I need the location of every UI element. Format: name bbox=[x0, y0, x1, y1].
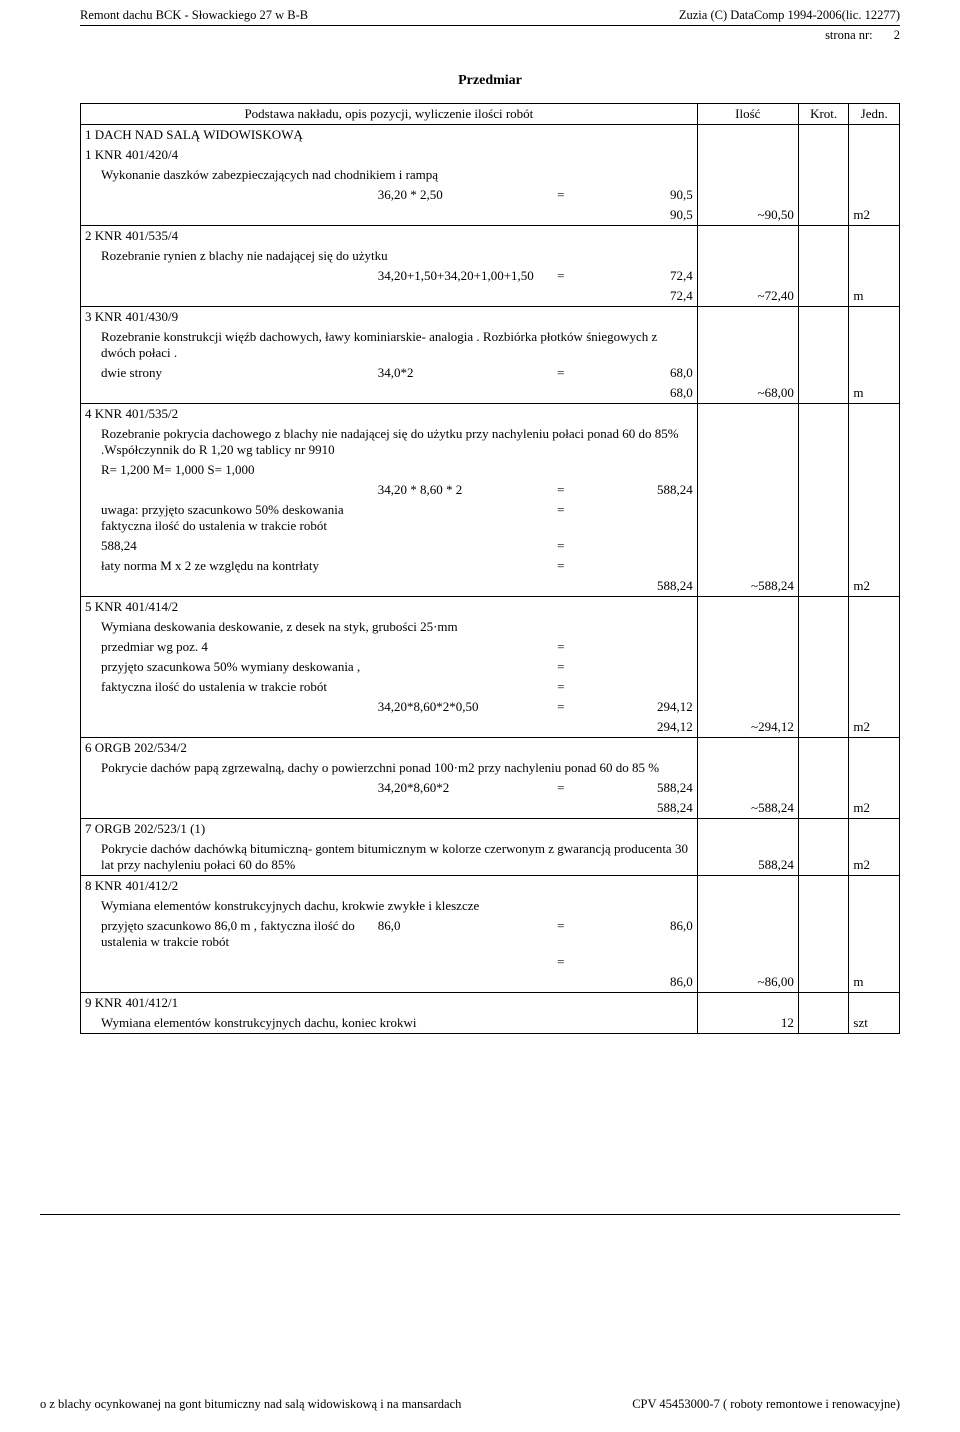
r3-l1-desc: dwie strony bbox=[81, 363, 374, 383]
r2-code: 2 KNR 401/535/4 bbox=[81, 226, 698, 247]
eq: = bbox=[546, 500, 576, 536]
r9-qty: 12 bbox=[697, 1013, 798, 1034]
r3-qty: ~68,00 bbox=[697, 383, 798, 404]
r2-desc: Rozebranie rynien z blachy nie nadającej… bbox=[81, 246, 698, 266]
r3-desc: Rozebranie konstrukcji więźb dachowych, … bbox=[81, 327, 698, 363]
r7-qty: 588,24 bbox=[697, 839, 798, 876]
r6-expr: 34,20*8,60*2 bbox=[374, 778, 546, 798]
r4-rms: R= 1,200 M= 1,000 S= 1,000 bbox=[81, 460, 698, 480]
eq: = bbox=[546, 637, 576, 657]
r6-calc: 588,24 bbox=[576, 778, 697, 798]
r9-code: 9 KNR 401/412/1 bbox=[81, 993, 698, 1014]
r5-unit: m2 bbox=[849, 717, 900, 738]
r5-calc: 294,12 bbox=[576, 697, 697, 717]
header-left: Remont dachu BCK - Słowackiego 27 w B-B bbox=[80, 8, 308, 23]
r5-qty: ~294,12 bbox=[697, 717, 798, 738]
r8-sum: 86,0 bbox=[576, 972, 697, 993]
r8-unit: m bbox=[849, 972, 900, 993]
eq: = bbox=[546, 536, 576, 556]
eq: = bbox=[546, 480, 576, 500]
eq: = bbox=[546, 266, 576, 286]
eq: = bbox=[546, 916, 576, 952]
r4-calc1: 588,24 bbox=[576, 480, 697, 500]
r2-sum: 72,4 bbox=[576, 286, 697, 307]
r6-code: 6 ORGB 202/534/2 bbox=[81, 738, 698, 759]
header-right: Zuzia (C) DataComp 1994-2006(lic. 12277) bbox=[679, 8, 900, 23]
r6-qty: ~588,24 bbox=[697, 798, 798, 819]
r1-desc: Wykonanie daszków zabezpieczających nad … bbox=[81, 165, 698, 185]
r7-desc: Pokrycie dachów dachówką bitumiczną- gon… bbox=[81, 839, 698, 876]
r4-laty: łaty norma M x 2 ze względu na kontrłaty bbox=[81, 556, 374, 576]
r2-qty: ~72,40 bbox=[697, 286, 798, 307]
r8-qty: ~86,00 bbox=[697, 972, 798, 993]
r9-desc: Wymiana elementów konstrukcyjnych dachu,… bbox=[81, 1013, 698, 1034]
th-qty: Ilość bbox=[697, 104, 798, 125]
r8-expr: 86,0 bbox=[374, 916, 546, 952]
th-desc: Podstawa nakładu, opis pozycji, wyliczen… bbox=[81, 104, 698, 125]
r1-expr: 36,20 * 2,50 bbox=[374, 185, 546, 205]
r8-code: 8 KNR 401/412/2 bbox=[81, 876, 698, 897]
r6-desc: Pokrycie dachów papą zgrzewalną, dachy o… bbox=[81, 758, 698, 778]
r5-l3: faktyczna ilość do ustalenia w trakcie r… bbox=[81, 677, 374, 697]
r2-calc: 72,4 bbox=[576, 266, 697, 286]
eq: = bbox=[546, 556, 576, 576]
r8-desc: Wymiana elementów konstrukcyjnych dachu,… bbox=[81, 896, 698, 916]
footer-right: CPV 45453000-7 ( roboty remontowe i reno… bbox=[632, 1397, 900, 1412]
r1-unit: m2 bbox=[849, 205, 900, 226]
r4-code: 4 KNR 401/535/2 bbox=[81, 404, 698, 425]
r4-unit: m2 bbox=[849, 576, 900, 597]
r5-l1: przedmiar wg poz. 4 bbox=[81, 637, 374, 657]
r4-uwaga: uwaga: przyjęto szacunkowo 50% deskowani… bbox=[81, 500, 374, 536]
r3-l1-expr: 34,0*2 bbox=[374, 363, 546, 383]
r2-unit: m bbox=[849, 286, 900, 307]
r3-sum: 68,0 bbox=[576, 383, 697, 404]
section-title: 1 DACH NAD SALĄ WIDOWISKOWĄ bbox=[81, 125, 698, 146]
r6-unit: m2 bbox=[849, 798, 900, 819]
r4-sum: 588,24 bbox=[576, 576, 697, 597]
th-krot: Krot. bbox=[798, 104, 849, 125]
r7-code: 7 ORGB 202/523/1 (1) bbox=[81, 819, 698, 840]
eq: = bbox=[546, 697, 576, 717]
eq: = bbox=[546, 952, 576, 972]
eq: = bbox=[546, 657, 576, 677]
r5-code: 5 KNR 401/414/2 bbox=[81, 597, 698, 618]
eq: = bbox=[546, 363, 576, 383]
r5-desc: Wymiana deskowania deskowanie, z desek n… bbox=[81, 617, 698, 637]
r1-code: 1 KNR 401/420/4 bbox=[81, 145, 698, 165]
r9-unit: szt bbox=[849, 1013, 900, 1034]
eq: = bbox=[546, 677, 576, 697]
r3-unit: m bbox=[849, 383, 900, 404]
footer-left: o z blachy ocynkowanej na gont bitumiczn… bbox=[40, 1397, 461, 1412]
r3-code: 3 KNR 401/430/9 bbox=[81, 307, 698, 328]
r3-l1-calc: 68,0 bbox=[576, 363, 697, 383]
items-table: Podstawa nakładu, opis pozycji, wyliczen… bbox=[80, 103, 900, 1034]
r5-sum: 294,12 bbox=[576, 717, 697, 738]
eq: = bbox=[546, 185, 576, 205]
r7-unit: m2 bbox=[849, 839, 900, 876]
r4-qty: ~588,24 bbox=[697, 576, 798, 597]
r1-qty: ~90,50 bbox=[697, 205, 798, 226]
r5-expr: 34,20*8,60*2*0,50 bbox=[374, 697, 546, 717]
r4-desc: Rozebranie pokrycia dachowego z blachy n… bbox=[81, 424, 698, 460]
r5-l2: przyjęto szacunkowa 50% wymiany deskowan… bbox=[81, 657, 374, 677]
page-label: strona nr: bbox=[825, 28, 873, 42]
page-number: 2 bbox=[894, 28, 900, 43]
r8-l1: przyjęto szacunkowo 86,0 m , faktyczna i… bbox=[81, 916, 374, 952]
r1-calc: 90,5 bbox=[576, 185, 697, 205]
r4-expr1: 34,20 * 8,60 * 2 bbox=[374, 480, 546, 500]
r6-sum: 588,24 bbox=[576, 798, 697, 819]
r8-calc: 86,0 bbox=[576, 916, 697, 952]
r2-expr: 34,20+1,50+34,20+1,00+1,50 bbox=[374, 266, 546, 286]
r1-sum: 90,5 bbox=[576, 205, 697, 226]
th-unit: Jedn. bbox=[849, 104, 900, 125]
eq: = bbox=[546, 778, 576, 798]
document-title: Przedmiar bbox=[80, 73, 900, 89]
r4-588: 588,24 bbox=[81, 536, 374, 556]
